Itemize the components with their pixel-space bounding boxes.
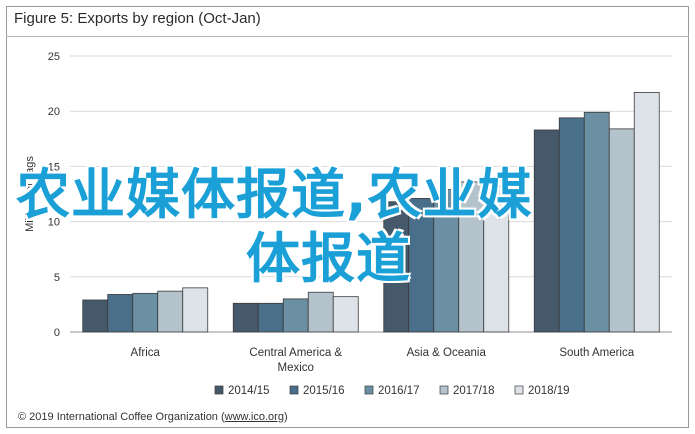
bar: [182, 287, 209, 333]
bar: [307, 291, 334, 333]
bar: [433, 189, 460, 333]
y-axis-label: Millions of bags: [24, 156, 36, 232]
legend-label: 2018/19: [528, 385, 570, 397]
bar: [558, 117, 585, 333]
bar: [533, 129, 560, 333]
bar: [332, 296, 359, 333]
bar: [458, 181, 485, 333]
x-tick-label: Central America &: [249, 347, 342, 359]
legend-label: 2016/17: [378, 385, 420, 397]
bar: [157, 290, 184, 333]
legend-swatch: [214, 385, 224, 395]
credit-prefix: © 2019 International Coffee Organization…: [18, 411, 225, 423]
x-axis-labels: Africa Central America & Mexico Asia & Ocea…: [131, 347, 635, 374]
x-tick-label: Africa: [131, 347, 161, 359]
y-tick-label: 15: [48, 161, 60, 173]
bar: [483, 185, 510, 333]
legend-swatch: [289, 385, 299, 395]
x-tick-label: Mexico: [278, 362, 314, 374]
x-tick-label: South America: [559, 347, 634, 359]
legend-label: 2017/18: [453, 385, 495, 397]
legend-label: 2015/16: [303, 385, 345, 397]
bar: [408, 198, 435, 333]
bar: [257, 302, 284, 333]
bar: [82, 299, 109, 333]
bar: [232, 302, 259, 333]
legend-label: 2014/15: [228, 385, 270, 397]
bars: [82, 92, 660, 333]
y-tick-label: 10: [48, 217, 60, 229]
bar: [608, 128, 635, 333]
y-tick-label: 25: [48, 51, 60, 63]
figure-title: Figure 5: Exports by region (Oct-Jan): [14, 10, 261, 27]
credit-suffix: ): [283, 411, 288, 423]
y-tick-label: 20: [48, 106, 60, 118]
ico-link[interactable]: www.ico.org: [224, 411, 284, 423]
bar: [583, 111, 610, 333]
bar: [383, 201, 410, 333]
bar: [132, 292, 159, 333]
source-credit: © 2019 International Coffee Organization…: [18, 411, 288, 423]
y-axis-ticks: 0 5 10 15 20 25: [48, 51, 60, 339]
bar: [282, 298, 309, 333]
legend-swatch: [439, 385, 449, 395]
x-tick-label: Asia & Oceania: [407, 347, 487, 359]
bar: [633, 92, 660, 333]
legend: 2014/15 2015/16 2016/17 2017/18 2018/19: [214, 385, 570, 397]
bar: [107, 294, 134, 333]
y-tick-label: 0: [54, 327, 60, 339]
y-tick-label: 5: [54, 272, 60, 284]
legend-swatch: [514, 385, 524, 395]
legend-swatch: [364, 385, 374, 395]
title-divider: [6, 36, 689, 37]
